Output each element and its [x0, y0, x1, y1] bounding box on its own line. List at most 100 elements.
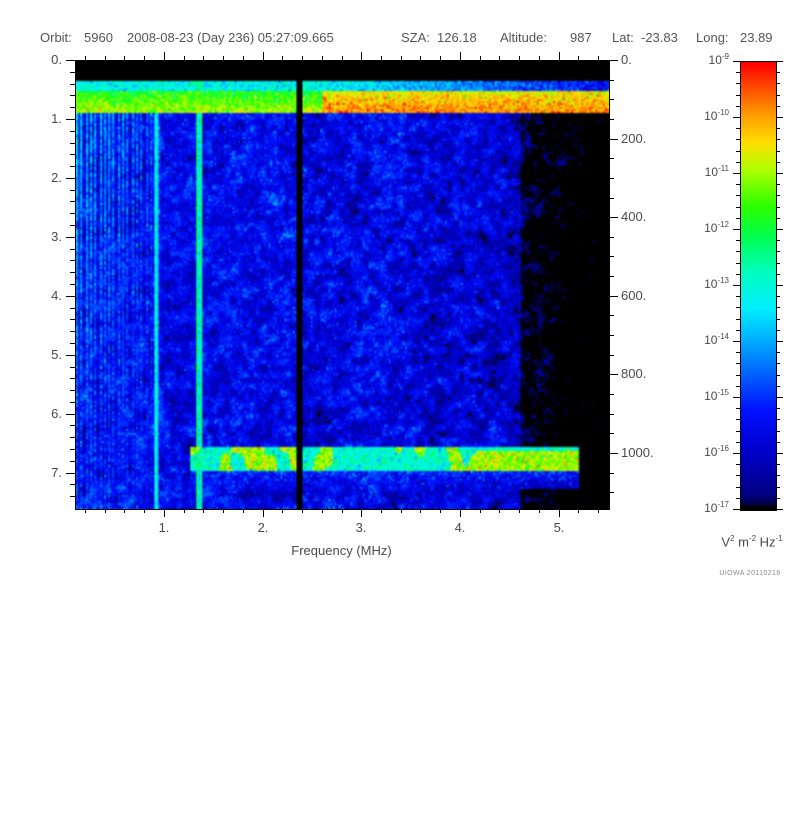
y-left-minor-tick: [70, 367, 75, 368]
colorbar-minor-tick-right: [776, 128, 780, 129]
colorbar-tick-label-3: 10-12: [0, 220, 729, 235]
x-minor-tick: [85, 509, 86, 513]
colorbar: [740, 61, 777, 511]
y-left-minor-tick: [70, 154, 75, 155]
colorbar-tick-exponent-6: -15: [717, 388, 729, 397]
colorbar-minor-tick: [736, 319, 740, 320]
colorbar-minor-tick: [736, 151, 740, 152]
colorbar-minor-tick-right: [776, 95, 780, 96]
colorbar-minor-tick-right: [776, 139, 780, 140]
colorbar-tick-label-0: 10-9: [0, 52, 729, 67]
x-minor-tick: [302, 509, 303, 513]
y-right-minor-tick: [609, 492, 614, 493]
y-left-minor-tick: [70, 249, 75, 250]
y-right-tick-label-3: 600.: [621, 288, 647, 303]
x-major-tick-top-4: [559, 52, 560, 60]
x-minor-tick: [381, 509, 382, 513]
y-left-minor-tick: [70, 190, 75, 191]
spectrogram-canvas: [76, 61, 609, 509]
y-right-minor-tick: [609, 414, 614, 415]
colorbar-minor-tick: [736, 240, 740, 241]
colorbar-minor-tick: [736, 207, 740, 208]
colorbar-major-tick-right-1: [776, 117, 783, 118]
colorbar-minor-tick-right: [776, 431, 780, 432]
y-left-tick-label-7: 7.: [51, 465, 62, 480]
unit-base-2: Hz: [759, 534, 776, 550]
y-right-major-tick-2: [609, 217, 618, 218]
header-value-0: 5960: [84, 30, 113, 45]
y-left-major-tick-4: [66, 296, 75, 297]
y-right-minor-tick: [609, 237, 614, 238]
y-left-minor-tick: [70, 343, 75, 344]
x-minor-tick-top: [243, 56, 244, 60]
y-right-minor-tick: [609, 355, 614, 356]
y-left-minor-tick: [70, 260, 75, 261]
x-minor-tick: [598, 509, 599, 513]
x-minor-tick-top: [85, 56, 86, 60]
colorbar-minor-tick-right: [776, 475, 780, 476]
y-left-minor-tick: [70, 437, 75, 438]
colorbar-minor-tick-right: [776, 162, 780, 163]
colorbar-minor-tick: [736, 128, 740, 129]
y-left-minor-tick: [70, 449, 75, 450]
y-left-major-tick-5: [66, 355, 75, 356]
colorbar-minor-tick-right: [776, 487, 780, 488]
y-right-tick-label-1: 200.: [621, 131, 647, 146]
y-left-major-tick-3: [66, 237, 75, 238]
colorbar-major-tick-8: [733, 509, 740, 510]
x-minor-tick-top: [480, 56, 481, 60]
y-left-minor-tick: [70, 402, 75, 403]
x-minor-tick-top: [184, 56, 185, 60]
y-right-minor-tick: [609, 99, 614, 100]
x-minor-tick-top: [578, 56, 579, 60]
colorbar-minor-tick: [736, 307, 740, 308]
x-minor-tick-top: [598, 56, 599, 60]
y-left-minor-tick: [70, 390, 75, 391]
colorbar-major-tick-right-3: [776, 229, 783, 230]
colorbar-minor-tick: [736, 274, 740, 275]
colorbar-minor-tick: [736, 498, 740, 499]
colorbar-minor-tick-right: [776, 195, 780, 196]
header-label-4: Lat:: [612, 30, 634, 45]
x-minor-tick: [223, 509, 224, 513]
header-label-0: Orbit:: [40, 30, 72, 45]
y-left-tick-label-0: 0.: [51, 52, 62, 67]
colorbar-major-tick-right-7: [776, 453, 783, 454]
colorbar-minor-tick-right: [776, 375, 780, 376]
colorbar-minor-tick-right: [776, 330, 780, 331]
y-right-minor-tick: [609, 433, 614, 434]
unit-exponent-1: -2: [748, 534, 757, 543]
unit-base-1: m: [738, 534, 749, 550]
y-right-minor-tick: [609, 315, 614, 316]
colorbar-minor-tick-right: [776, 106, 780, 107]
x-minor-tick: [499, 509, 500, 513]
x-tick-label-4: 5.: [553, 520, 565, 535]
y-left-minor-tick: [70, 331, 75, 332]
colorbar-tick-mantissa-4: 10: [704, 277, 718, 291]
y-left-minor-tick: [70, 272, 75, 273]
x-minor-tick: [184, 509, 185, 513]
x-minor-tick-top: [519, 56, 520, 60]
y-right-minor-tick: [609, 256, 614, 257]
colorbar-tick-mantissa-8: 10: [704, 501, 718, 515]
colorbar-tick-mantissa-0: 10: [708, 53, 722, 67]
colorbar-minor-tick: [736, 464, 740, 465]
header-label-2: SZA:: [401, 30, 430, 45]
y-left-minor-tick: [70, 166, 75, 167]
y-left-minor-tick: [70, 72, 75, 73]
colorbar-tick-label-8: 10-17: [0, 500, 729, 515]
x-major-tick-top-3: [460, 52, 461, 60]
y-right-minor-tick: [609, 80, 614, 81]
y-left-minor-tick: [70, 84, 75, 85]
y-right-major-tick-5: [609, 453, 618, 454]
x-minor-tick: [203, 509, 204, 513]
header-value-1: 2008-08-23 (Day 236) 05:27:09.665: [127, 30, 334, 45]
header-value-4: -23.83: [641, 30, 678, 45]
colorbar-tick-label-2: 10-11: [0, 164, 729, 179]
colorbar-minor-tick-right: [776, 408, 780, 409]
colorbar-minor-tick: [736, 352, 740, 353]
y-right-minor-tick: [609, 276, 614, 277]
y-left-major-tick-7: [66, 473, 75, 474]
y-left-major-tick-0: [66, 60, 75, 61]
y-right-minor-tick: [609, 158, 614, 159]
